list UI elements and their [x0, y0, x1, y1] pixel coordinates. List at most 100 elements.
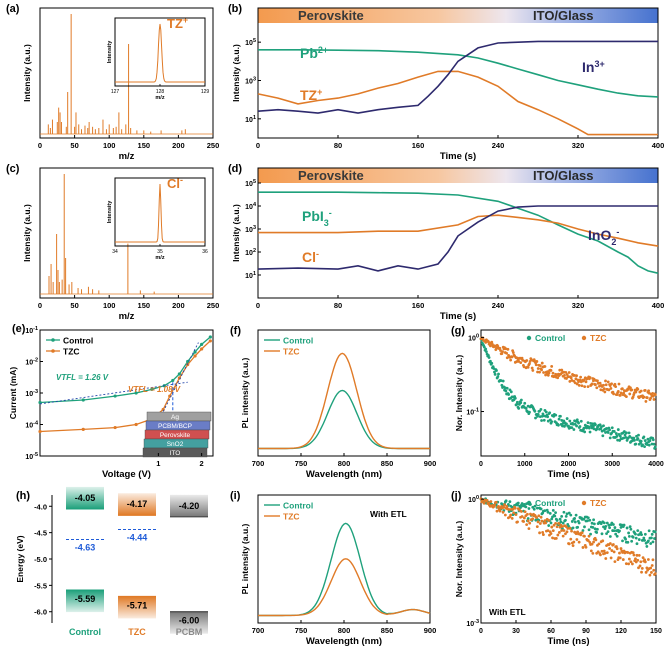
series-point-Control: [555, 519, 559, 522]
series-point-Control: [496, 375, 500, 379]
panel-label: (j): [451, 490, 462, 502]
y-axis-label: Intensity (a.u.): [22, 44, 32, 102]
fit-line: [161, 342, 199, 416]
series-point-Control: [601, 434, 605, 438]
series-point-Control: [570, 426, 574, 430]
series-point-TZC: [600, 549, 604, 553]
species-label: Cl-: [167, 175, 183, 191]
series-point-TZC: [644, 400, 648, 403]
series-point-Control: [500, 383, 504, 387]
series-point-Control: [608, 436, 612, 440]
series-marker-Control: [134, 391, 138, 395]
series-point-Control: [628, 435, 632, 438]
device-layer-label: ITO: [170, 450, 181, 457]
inset-x-tick-label: 35: [157, 249, 163, 255]
series-point-Control: [551, 508, 555, 512]
series-label-in: In3+: [582, 59, 605, 75]
series-point-TZC: [586, 385, 590, 389]
series-point-Control: [641, 443, 644, 447]
series-point-Control: [608, 535, 612, 538]
series-point-TZC: [519, 361, 523, 365]
series-point-TZC: [502, 505, 506, 509]
series-point-TZC: [538, 522, 542, 525]
series-point-Control: [547, 524, 551, 527]
series-marker-Control: [193, 350, 197, 354]
series-point-TZC: [495, 509, 499, 513]
series-point-TZC: [614, 385, 618, 389]
cbm-value: -4.20: [179, 501, 200, 511]
x-tick-label: 200: [172, 301, 185, 310]
series-point-TZC: [546, 373, 550, 377]
series-point-Control: [489, 359, 492, 363]
series-point-TZC: [599, 553, 602, 557]
device-layer-label: Perovskite: [160, 432, 191, 439]
series-point-TZC: [551, 371, 555, 375]
series-point-TZC: [649, 566, 653, 570]
series-point-Control: [508, 500, 512, 504]
series-point-Control: [637, 433, 640, 437]
series-point-Control: [497, 372, 500, 376]
series-marker-TZC: [208, 339, 212, 343]
series-point-Control: [550, 420, 554, 424]
series-point-Control: [615, 434, 619, 438]
series-point-TZC: [650, 571, 653, 574]
series-marker-Control: [38, 400, 42, 405]
series-point-Control: [625, 526, 629, 530]
series-point-TZC: [586, 539, 590, 542]
y-tick-label: 10-3: [25, 389, 38, 398]
series-point-TZC: [617, 382, 621, 386]
series-point-Control: [595, 531, 599, 534]
legend-marker: [51, 338, 55, 342]
x-tick-label: 60: [547, 628, 555, 635]
series-point-Control: [608, 526, 611, 530]
series-point-TZC: [575, 538, 579, 541]
series-point-Control: [583, 525, 586, 529]
series-point-TZC: [591, 552, 595, 555]
series-point-Control: [615, 534, 619, 538]
series-point-Control: [582, 517, 586, 521]
series-point-TZC: [612, 550, 616, 554]
series-point-Control: [578, 425, 582, 428]
series-point-TZC: [580, 384, 584, 388]
y-axis-label: Nor. Intensity (a.u.): [454, 521, 464, 598]
series-point-Control: [588, 430, 592, 434]
series-point-TZC: [522, 520, 526, 523]
series-point-TZC: [647, 389, 650, 393]
series-point-TZC: [615, 547, 619, 551]
y-tick-label: 10-4: [25, 421, 39, 430]
series-point-TZC: [584, 545, 588, 549]
panel-a: (a) 0 50 100 150 200 250 m/z Intensity (a.u.) TZ+…: [6, 3, 219, 162]
y-tick-label: -4.0: [34, 502, 47, 511]
series-point-Control: [534, 416, 537, 420]
series-point-Control: [651, 540, 655, 544]
y-tick-label: 104: [245, 202, 257, 211]
panel-c: (c) 0 50 100 150 200 250 m/z Intensity (a.u.) Cl-…: [6, 163, 219, 322]
series-point-Control: [602, 424, 605, 428]
series-point-TZC: [535, 525, 539, 529]
x-tick-label: 750: [295, 459, 308, 468]
y-tick-label: 101: [245, 115, 256, 124]
y-tick-label: 10-3: [466, 619, 479, 628]
series-point-Control: [536, 413, 540, 416]
series-point-TZC: [538, 370, 541, 374]
series-point-TZC: [631, 562, 634, 566]
x-tick-label: 0: [256, 301, 260, 310]
series-point-TZC: [567, 375, 570, 379]
series-point-Control: [650, 532, 654, 536]
legend-marker: [51, 349, 55, 353]
series-point-TZC: [551, 529, 555, 533]
series-point-TZC: [512, 511, 516, 515]
series-point-TZC: [522, 516, 526, 520]
series-point-Control: [565, 422, 568, 426]
y-tick-label: 100: [468, 495, 479, 504]
series-point-Control: [611, 523, 615, 526]
vbm-value: -6.00: [179, 616, 200, 626]
panel-label: (g): [451, 325, 465, 337]
inset-x-tick-label: 36: [202, 249, 208, 255]
series-point-Control: [614, 532, 618, 536]
series-marker-Control: [113, 394, 117, 398]
series-point-Control: [554, 413, 558, 417]
series-point-Control: [628, 525, 632, 529]
